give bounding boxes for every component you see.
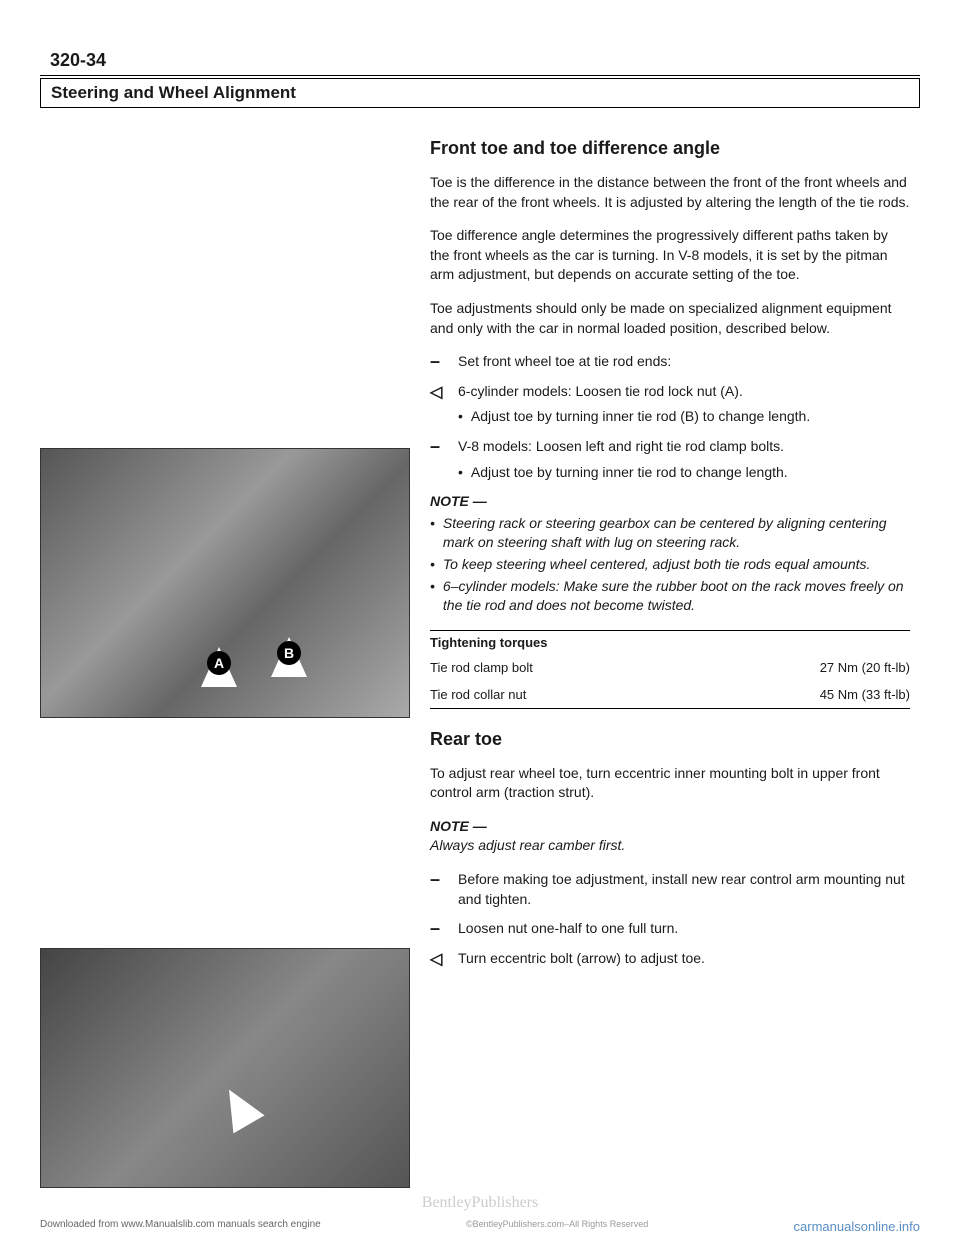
rear-step-2: – Loosen nut one-half to one full turn. <box>430 919 910 939</box>
torque-label: Tie rod collar nut <box>430 687 526 702</box>
torque-title: Tightening torques <box>430 631 910 654</box>
dash-marker: – <box>430 919 448 939</box>
rear-step-1: – Before making toe adjustment, install … <box>430 870 910 909</box>
watermark: BentleyPublishers <box>422 1194 538 1212</box>
torque-label: Tie rod clamp bolt <box>430 660 533 675</box>
right-column: Front toe and toe difference angle Toe i… <box>430 138 920 1188</box>
front-toe-title: Front toe and toe difference angle <box>430 138 910 159</box>
left-column: A B <box>40 138 410 1188</box>
note-block-rear: NOTE — Always adjust rear camber first. <box>430 817 910 856</box>
bullet-marker: • <box>458 463 463 483</box>
front-toe-para1: Toe is the difference in the distance be… <box>430 173 910 212</box>
note-header: NOTE — <box>430 492 910 512</box>
sub-bullet: • Adjust toe by turning inner tie rod to… <box>458 463 910 483</box>
bullet-marker: • <box>430 555 435 575</box>
step-text: 6-cylinder models: Loosen tie rod lock n… <box>458 383 743 399</box>
note-header: NOTE — <box>430 817 910 837</box>
note-text: Steering rack or steering gearbox can be… <box>443 514 910 553</box>
bullet-marker: • <box>430 514 435 553</box>
note-block-front: NOTE — • Steering rack or steering gearb… <box>430 492 910 616</box>
photo-eccentric-bolt <box>40 948 410 1188</box>
step-set-front-toe: – Set front wheel toe at tie rod ends: <box>430 352 910 372</box>
step-content: V-8 models: Loosen left and right tie ro… <box>458 437 910 482</box>
footer-center: ©BentleyPublishers.com–All Rights Reserv… <box>321 1219 794 1234</box>
arrow-eccentric <box>213 1081 264 1134</box>
rear-toe-title: Rear toe <box>430 729 910 750</box>
torque-row-2: Tie rod collar nut 45 Nm (33 ft-lb) <box>430 681 910 708</box>
note-text: Always adjust rear camber first. <box>430 836 910 856</box>
footer-left: Downloaded from www.Manualslib.com manua… <box>40 1219 321 1234</box>
torque-value: 45 Nm (33 ft-lb) <box>820 687 910 702</box>
sub-bullet: • Adjust toe by turning inner tie rod (B… <box>458 407 910 427</box>
photo-label-a: A <box>207 651 231 675</box>
note-bullet-2: • To keep steering wheel centered, adjus… <box>430 555 910 575</box>
step-text: Turn eccentric bolt (arrow) to adjust to… <box>458 949 910 971</box>
header-rule <box>40 75 920 76</box>
torque-row-1: Tie rod clamp bolt 27 Nm (20 ft-lb) <box>430 654 910 681</box>
step-text: Before making toe adjustment, install ne… <box>458 870 910 909</box>
sub-bullet-text: Adjust toe by turning inner tie rod (B) … <box>471 407 810 427</box>
step-content: 6-cylinder models: Loosen tie rod lock n… <box>458 382 910 427</box>
step-text: Set front wheel toe at tie rod ends: <box>458 352 910 372</box>
photo-tie-rod: A B <box>40 448 410 718</box>
page-number: 320-34 <box>50 50 920 71</box>
torque-section: Tightening torques Tie rod clamp bolt 27… <box>430 630 910 709</box>
footer: Downloaded from www.Manualslib.com manua… <box>0 1219 960 1234</box>
triangle-marker: ◁ <box>430 949 448 971</box>
note-text: 6–cylinder models: Make sure the rubber … <box>443 577 910 616</box>
sub-bullet-text: Adjust toe by turning inner tie rod to c… <box>471 463 788 483</box>
rear-step-3: ◁ Turn eccentric bolt (arrow) to adjust … <box>430 949 910 971</box>
rear-toe-para1: To adjust rear wheel toe, turn eccentric… <box>430 764 910 803</box>
bullet-marker: • <box>430 577 435 616</box>
note-text: To keep steering wheel centered, adjust … <box>443 555 871 575</box>
dash-marker: – <box>430 437 448 482</box>
section-title: Steering and Wheel Alignment <box>40 78 920 108</box>
front-toe-para3: Toe adjustments should only be made on s… <box>430 299 910 338</box>
dash-marker: – <box>430 352 448 372</box>
triangle-marker: ◁ <box>430 382 448 427</box>
step-text: V-8 models: Loosen left and right tie ro… <box>458 438 784 454</box>
step-6cyl: ◁ 6-cylinder models: Loosen tie rod lock… <box>430 382 910 427</box>
photo-label-b: B <box>277 641 301 665</box>
step-v8: – V-8 models: Loosen left and right tie … <box>430 437 910 482</box>
torque-value: 27 Nm (20 ft-lb) <box>820 660 910 675</box>
footer-right: carmanualsonline.info <box>794 1219 920 1234</box>
dash-marker: – <box>430 870 448 909</box>
step-text: Loosen nut one-half to one full turn. <box>458 919 910 939</box>
bullet-marker: • <box>458 407 463 427</box>
content-area: A B Front toe and toe difference angle T… <box>40 138 920 1188</box>
note-bullet-3: • 6–cylinder models: Make sure the rubbe… <box>430 577 910 616</box>
front-toe-para2: Toe difference angle determines the prog… <box>430 226 910 285</box>
torque-rule-bottom <box>430 708 910 709</box>
note-bullet-1: • Steering rack or steering gearbox can … <box>430 514 910 553</box>
